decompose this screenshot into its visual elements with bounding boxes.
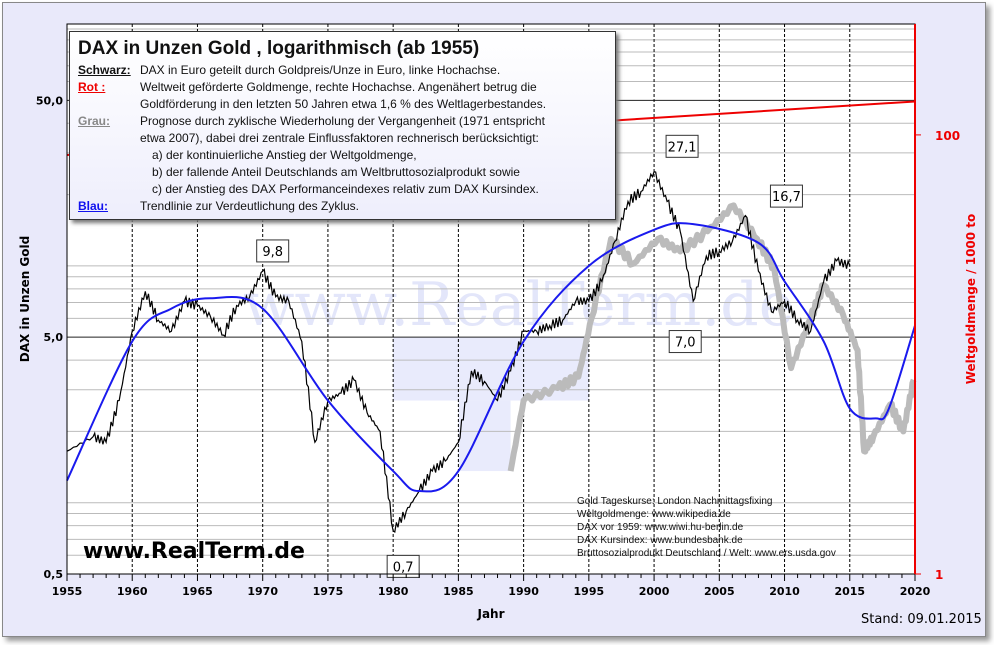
chart-frame: www.RealTerm.de 9,8 0,7 27,1 7,0 16,7 1955 1960… [2,2,986,637]
legend-key-red: Rot : [78,80,106,94]
x-tick-label: 1960 [117,585,148,598]
legend-text-gray: Prognose durch zyklische Wiederholung de… [140,114,545,128]
annotation-box [256,239,290,263]
series-gray-forecast [507,202,917,472]
x-tick-label: 1975 [313,585,344,598]
x-tick-label: 2005 [704,585,735,598]
legend-key-gray: Grau: [78,114,111,128]
legend-text-gray-2: etwa 2007), dabei drei zentrale Einfluss… [140,131,539,145]
x-tick-label: 2000 [639,585,670,598]
legend-key-blue: Blau: [78,199,108,213]
annotation-label: 0,7 [393,560,414,575]
stand-date: Stand: 09.01.2015 [861,612,982,627]
legend-gray-c: c) der Anstieg des DAX Performanceindexe… [152,182,539,196]
annotation-label: 16,7 [772,190,801,205]
source-line: Bruttosozialprodukt Deutschland / Welt: … [577,548,836,559]
y-tick-label: 5,0 [44,331,64,344]
x-tick-label: 1985 [443,585,474,598]
annotation-label: 7,0 [675,336,696,351]
legend-text-black: DAX in Euro geteilt durch Goldpreis/Unze… [140,63,501,77]
x-tick-label: 1970 [247,585,278,598]
annotation-box [769,184,803,208]
annotation-box [386,554,420,578]
annotation-box [665,134,699,158]
x-tick-label: 1990 [508,585,539,598]
legend-text-red: Weltweit geförderte Goldmenge, rechte Ho… [140,80,537,94]
x-tick-label: 1965 [182,585,213,598]
watermark: www.RealTerm.de [243,270,794,340]
x-tick-label: 2010 [769,585,800,598]
legend-gray-b: b) der fallende Anteil Deutschlands am W… [152,165,520,179]
x-tick-label: 1955 [52,585,83,598]
source-line: DAX Kursindex: www.bundesbank.de [577,535,743,546]
annotation-box [668,330,702,354]
x-tick-label: 2020 [900,585,931,598]
source-line: DAX vor 1959: www.wiwi.hu-berlin.de [577,522,744,533]
annotation-label: 27,1 [668,140,697,155]
y2-axis-label: Weltgoldmenge / 1000 to [964,214,978,385]
annotation-label: 9,8 [262,245,283,260]
x-tick-label: 1980 [378,585,409,598]
x-tick-label: 2015 [834,585,865,598]
legend-gray-a: a) der kontinuierliche Anstieg der Weltg… [152,148,417,162]
legend-key-black: Schwarz: [78,63,131,77]
legend-box: DAX in Unzen Gold , logarithmisch (ab 19… [69,31,616,220]
series-blue-trend [66,222,916,493]
site-label: www.RealTerm.de [83,539,305,564]
source-line: Weltgoldmenge: www.wikipedia.de [577,509,731,520]
y-axis-label: DAX in Unzen Gold [18,236,32,362]
chart-title: DAX in Unzen Gold , logarithmisch (ab 19… [78,38,480,59]
shade-region [458,400,511,472]
series-black-dax-gold [66,170,851,534]
y2-tick-label: 100 [935,129,960,143]
y2-tick-label: 1 [935,568,943,582]
sources-list: Gold Tageskurse: London Nachmittagsfixin… [577,495,836,560]
legend-text-red-2: Goldförderung in den letzten 50 Jahren e… [140,97,547,111]
legend-text-blue: Trendlinie zur Verdeutlichung des Zyklus… [140,199,359,213]
source-line: Gold Tageskurse: London Nachmittagsfixin… [577,496,773,507]
x-tick-label: 1995 [574,585,605,598]
y-tick-label: 0,5 [44,568,64,581]
y-tick-label: 50,0 [36,94,63,107]
x-axis-label: Jahr [476,607,504,621]
